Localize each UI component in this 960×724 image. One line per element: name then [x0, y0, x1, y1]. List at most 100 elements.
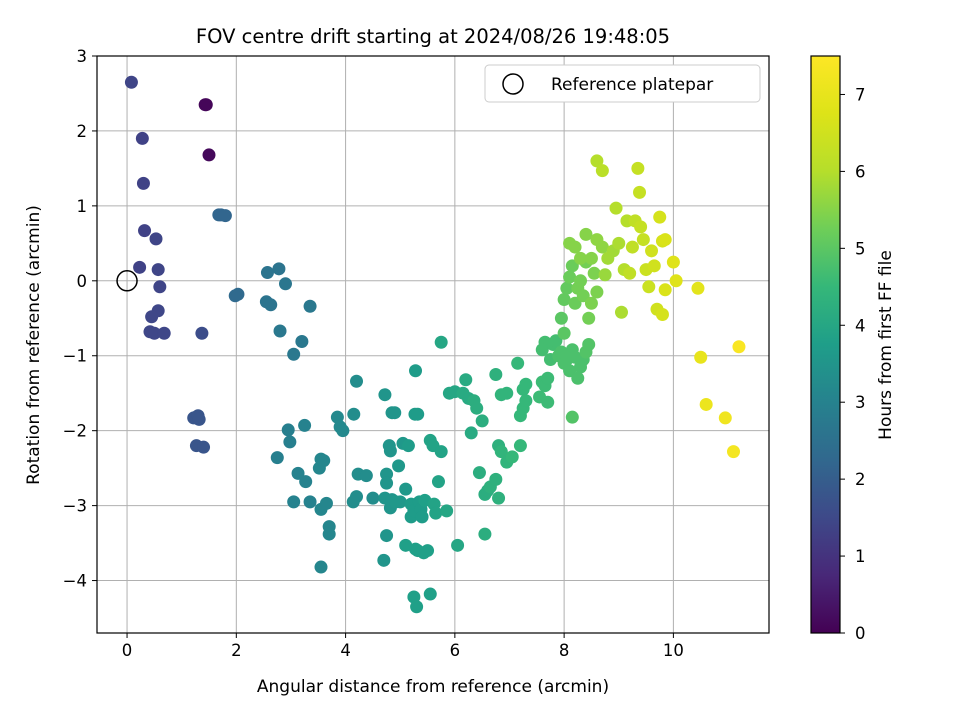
data-point	[557, 293, 571, 307]
legend-label: Reference platepar	[551, 75, 713, 95]
data-point	[595, 164, 609, 178]
data-point	[392, 459, 406, 473]
data-point	[378, 388, 392, 402]
y-axis-ticks: −4 −3 −2 −1 0 1 2 3	[63, 47, 97, 591]
data-point	[272, 262, 286, 276]
x-tick-label: 10	[663, 641, 684, 660]
data-point	[590, 285, 604, 299]
data-point	[330, 410, 344, 424]
data-point	[489, 367, 503, 381]
data-point	[582, 311, 596, 325]
colorbar-label: Hours from first FF file	[876, 250, 896, 440]
data-point	[464, 426, 478, 440]
data-point	[535, 343, 549, 357]
data-point	[346, 495, 360, 509]
data-point	[726, 445, 740, 459]
data-point	[519, 394, 533, 408]
legend-box	[484, 64, 761, 103]
data-point	[411, 407, 425, 421]
data-point	[519, 377, 533, 391]
data-point	[658, 233, 672, 247]
data-point	[287, 495, 301, 509]
x-tick-label: 0	[122, 641, 133, 660]
data-point	[299, 475, 313, 489]
y-tick-label: 1	[77, 197, 88, 216]
data-point	[383, 444, 397, 458]
data-point	[513, 439, 527, 453]
chart-title: FOV centre drift starting at 2024/08/26 …	[196, 25, 670, 48]
data-point	[541, 395, 555, 409]
data-point	[399, 538, 413, 552]
data-point	[287, 347, 301, 361]
data-point	[197, 440, 211, 454]
data-point	[633, 185, 647, 199]
data-point	[579, 227, 593, 241]
colorbar-tick-label: 1	[855, 547, 866, 566]
data-point	[260, 266, 274, 280]
data-point	[470, 401, 484, 415]
data-point	[563, 270, 577, 284]
data-point	[359, 469, 373, 483]
data-point	[565, 259, 579, 273]
colorbar-ticks: 0 1 2 3 4 5 6 7	[840, 85, 866, 643]
data-point	[565, 410, 579, 424]
data-point	[666, 255, 680, 269]
data-point	[500, 386, 514, 400]
colorbar-tick-label: 5	[855, 239, 866, 258]
data-point	[434, 445, 448, 459]
data-point	[278, 277, 292, 291]
data-point	[472, 466, 486, 480]
data-point	[124, 75, 138, 89]
data-point	[694, 350, 708, 364]
legend: Reference platepar	[484, 64, 761, 103]
data-point	[489, 472, 503, 486]
x-tick-label: 6	[450, 641, 461, 660]
data-point	[595, 240, 609, 254]
data-point	[494, 445, 508, 459]
data-point	[393, 495, 407, 509]
y-tick-label: 0	[77, 272, 88, 291]
colorbar-gradient	[810, 55, 841, 634]
y-axis-label: Rotation from reference (arcmin)	[24, 205, 44, 485]
data-point	[138, 224, 152, 238]
data-point	[319, 496, 333, 510]
data-point	[699, 397, 713, 411]
data-point	[157, 326, 171, 340]
data-point	[317, 454, 331, 468]
y-tick-label: −4	[63, 572, 87, 591]
data-point	[541, 371, 555, 385]
data-point	[423, 587, 437, 601]
data-point	[336, 424, 350, 438]
x-axis-label: Angular distance from reference (arcmin)	[257, 677, 609, 697]
data-point	[691, 281, 705, 295]
data-point	[560, 281, 574, 295]
data-point	[655, 308, 669, 322]
y-tick-label: −2	[63, 422, 87, 441]
data-point	[377, 553, 391, 567]
data-point	[574, 251, 588, 265]
data-point	[636, 233, 650, 247]
data-point	[732, 340, 746, 354]
data-point	[380, 476, 394, 490]
data-point	[590, 154, 604, 168]
data-point	[281, 423, 295, 437]
data-point	[314, 560, 328, 574]
data-points	[124, 75, 746, 614]
colorbar-tick-label: 2	[855, 470, 866, 489]
data-point	[557, 326, 571, 340]
data-point	[192, 412, 206, 426]
data-point	[283, 435, 297, 449]
plot-frame	[96, 55, 770, 634]
data-point	[549, 334, 563, 348]
data-point	[136, 176, 150, 190]
data-point	[151, 263, 165, 277]
data-point	[147, 326, 161, 340]
data-point	[718, 411, 732, 425]
data-point	[609, 201, 623, 215]
x-tick-label: 2	[231, 641, 242, 660]
data-point	[571, 371, 585, 385]
data-point	[429, 506, 443, 520]
data-point	[574, 274, 588, 288]
data-point	[614, 305, 628, 319]
